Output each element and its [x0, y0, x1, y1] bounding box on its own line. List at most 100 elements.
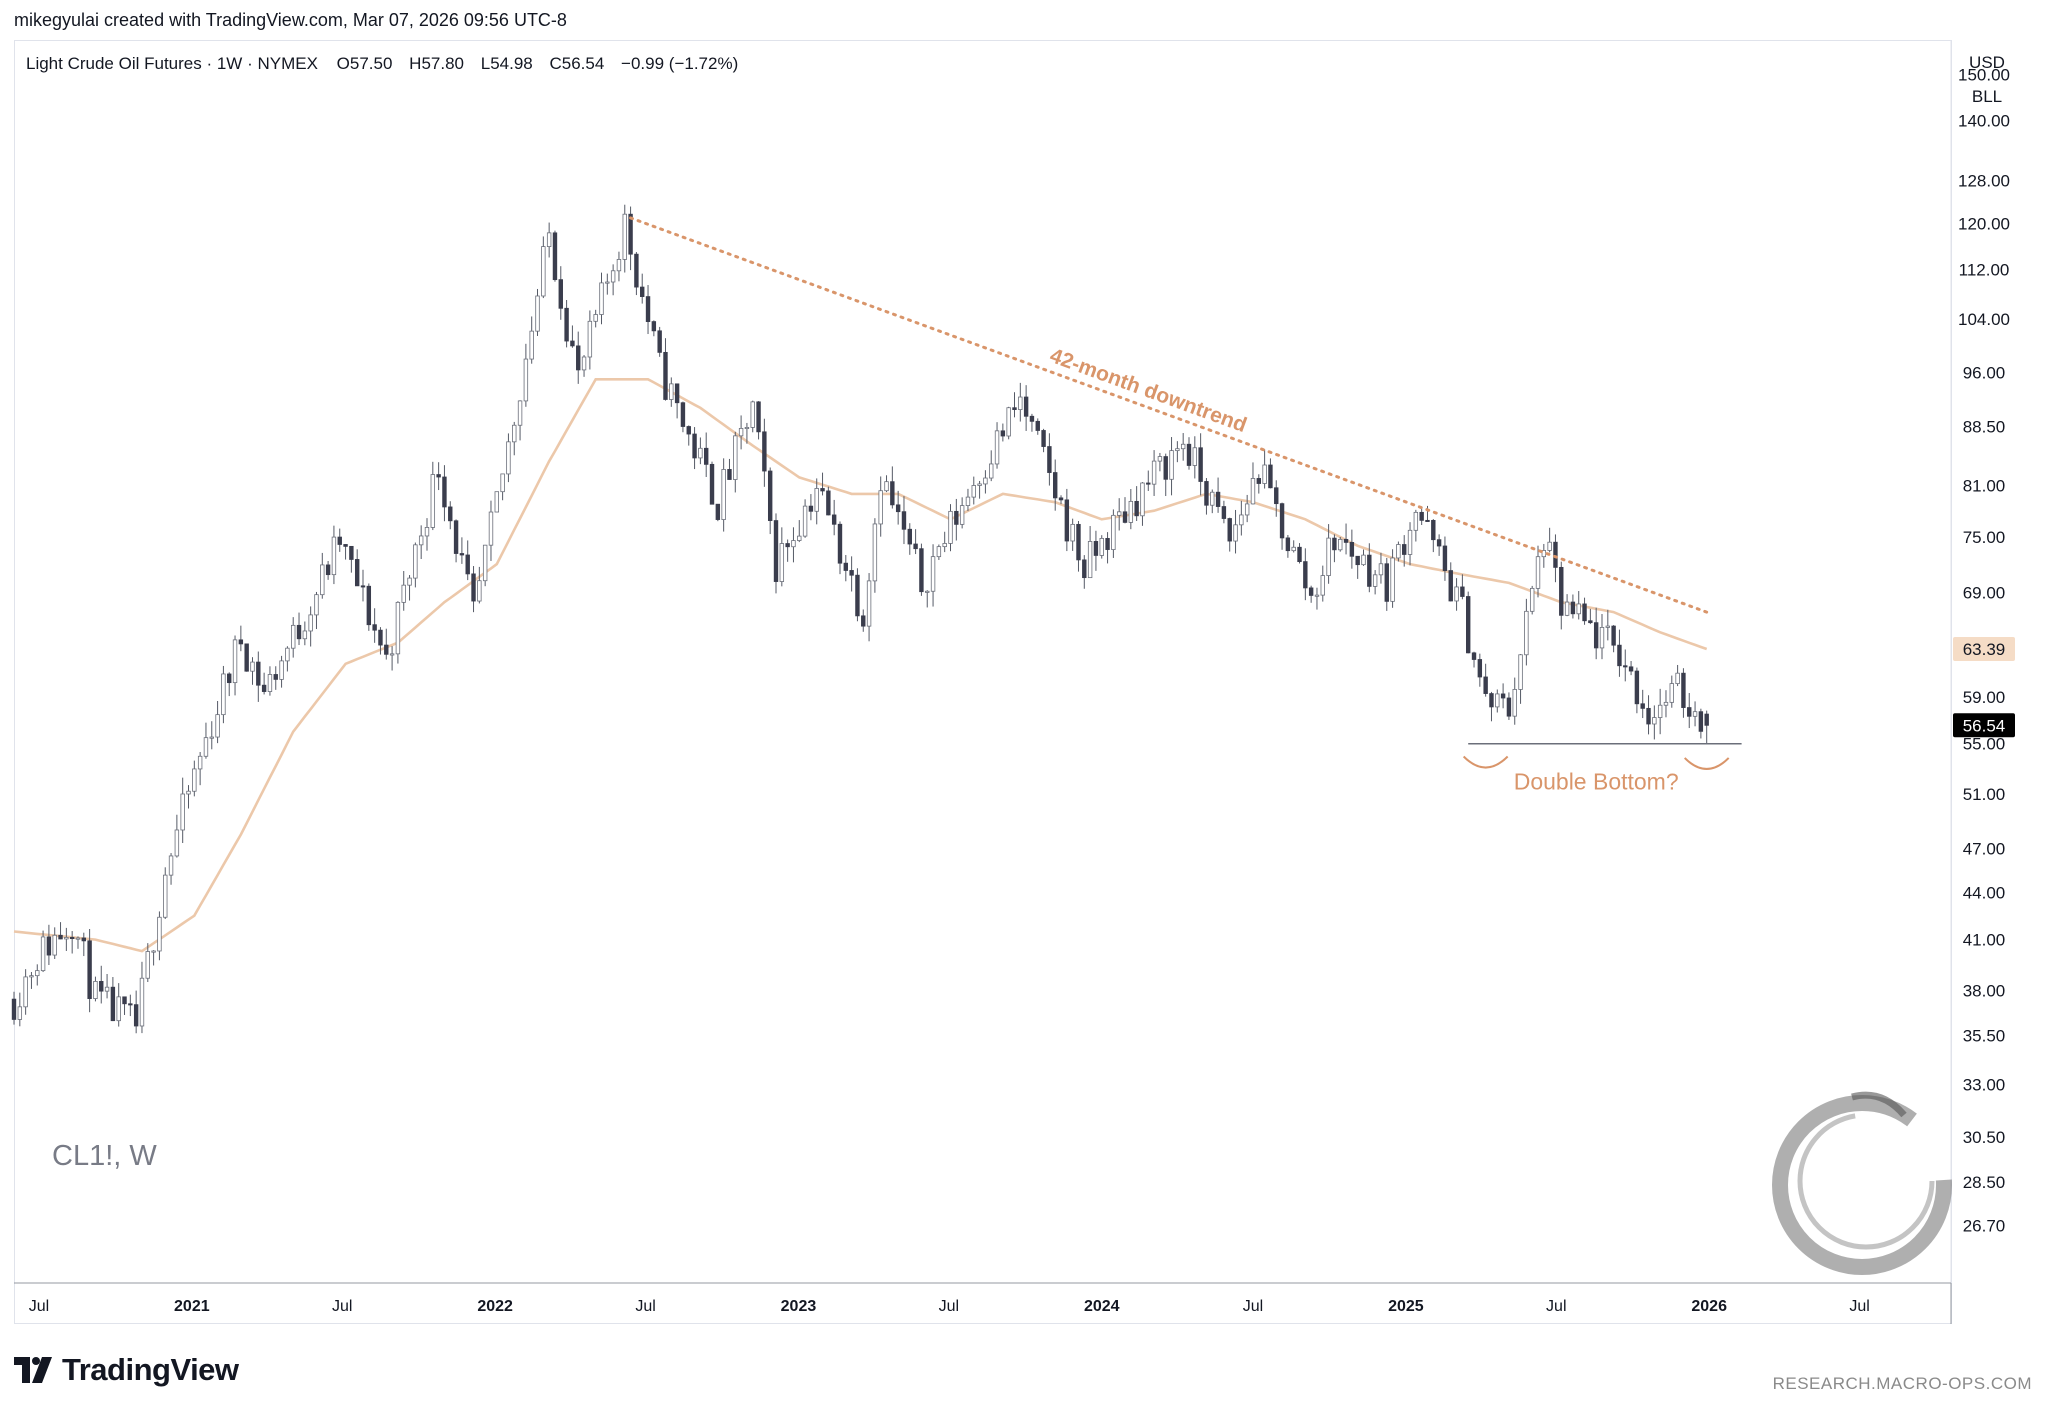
candle-body — [81, 937, 87, 942]
candle-body — [733, 435, 738, 480]
candle-body — [418, 535, 424, 546]
candle — [1169, 437, 1174, 496]
candle-body — [1180, 443, 1186, 450]
candle-body — [989, 463, 994, 479]
candle — [1588, 608, 1593, 625]
candle — [622, 204, 627, 273]
candle-body — [808, 505, 814, 512]
candle — [221, 665, 226, 724]
currency-selector[interactable]: USD — [1969, 53, 2005, 72]
candle — [674, 383, 680, 419]
x-tick-label: Jul — [939, 1298, 959, 1315]
candle-body — [616, 259, 622, 272]
candle — [1297, 543, 1302, 564]
candle — [738, 415, 744, 450]
candle — [1076, 521, 1081, 572]
candle — [884, 475, 889, 493]
candle-body — [64, 937, 69, 940]
candle — [395, 601, 401, 664]
y-tick-label: 38.00 — [1963, 981, 2006, 1000]
candle-body — [727, 469, 732, 480]
candle — [1128, 489, 1134, 530]
candle-body — [1128, 500, 1134, 523]
candle — [861, 609, 866, 632]
candle — [523, 343, 529, 407]
candle — [826, 486, 831, 516]
candle — [808, 494, 814, 521]
time-axis[interactable]: Jul 2021 Jul 2022 Jul 2023 Jul 2024 Jul 2025 Jul 20… — [29, 1298, 1870, 1315]
candle-body — [1343, 538, 1349, 543]
candle — [570, 325, 575, 348]
candle — [564, 299, 569, 348]
candle-body — [1326, 537, 1331, 576]
candle-body — [238, 639, 244, 645]
candle-body — [1698, 711, 1704, 732]
candle-body — [1506, 697, 1512, 717]
candle-body — [1105, 538, 1110, 550]
candle — [407, 575, 412, 601]
candle-body — [1489, 693, 1494, 708]
candle — [459, 537, 465, 564]
unit-selector[interactable]: BLL — [1971, 87, 2003, 106]
candle-body — [843, 562, 849, 571]
candle-body — [546, 232, 552, 247]
candle — [203, 722, 209, 759]
candle-body — [1064, 499, 1070, 542]
candle — [471, 566, 476, 613]
candle — [1623, 649, 1628, 682]
candle — [1431, 519, 1436, 553]
candle — [552, 230, 558, 282]
candle — [1204, 478, 1209, 515]
candle — [482, 544, 488, 587]
candle — [1308, 585, 1314, 603]
candle — [820, 472, 825, 496]
candle-body — [797, 535, 802, 541]
candle — [1628, 661, 1634, 676]
tradingview-logo[interactable]: TradingView — [14, 1352, 239, 1388]
price-axis[interactable]: 150.00 140.00 128.00 120.00 112.00 104.00 96.0… — [1958, 66, 2010, 1236]
y-tick-label: 75.00 — [1963, 528, 2006, 547]
ma-badge-value: 63.39 — [1963, 640, 2006, 659]
candle — [1087, 526, 1093, 579]
candle-body — [1256, 478, 1262, 484]
candle — [1268, 458, 1273, 489]
candle — [192, 760, 197, 797]
candle — [546, 222, 552, 258]
candle-body — [1087, 541, 1093, 579]
candle-body — [1372, 574, 1378, 587]
candle — [1111, 509, 1116, 558]
candle-body — [174, 829, 180, 857]
candle — [40, 930, 46, 973]
downtrend-line — [629, 216, 1709, 614]
candle — [669, 377, 674, 407]
candle — [773, 513, 779, 594]
candle — [261, 672, 267, 695]
candle — [727, 458, 732, 480]
candle — [663, 338, 668, 401]
candle-body — [186, 790, 191, 795]
candle — [1105, 532, 1110, 564]
legend-close-label: C — [549, 54, 561, 73]
candle — [1483, 663, 1488, 697]
candle-body — [1291, 546, 1296, 552]
candle-body — [576, 345, 581, 371]
candle — [11, 991, 17, 1025]
candle-body — [884, 481, 889, 492]
candle-body — [901, 511, 907, 530]
candle — [1402, 535, 1407, 567]
candle-body — [680, 402, 686, 427]
candle-body — [1000, 430, 1006, 437]
candle — [314, 591, 319, 630]
candle-body — [413, 544, 418, 579]
candle-body — [488, 511, 494, 546]
candle — [1349, 529, 1355, 569]
candle-body — [529, 330, 534, 360]
candle-body — [1483, 676, 1488, 694]
candle — [465, 540, 470, 581]
candle-body — [1186, 443, 1192, 466]
candle — [1547, 527, 1552, 553]
candle — [1140, 482, 1145, 526]
annotations — [629, 216, 1742, 770]
candle-body — [401, 584, 406, 603]
